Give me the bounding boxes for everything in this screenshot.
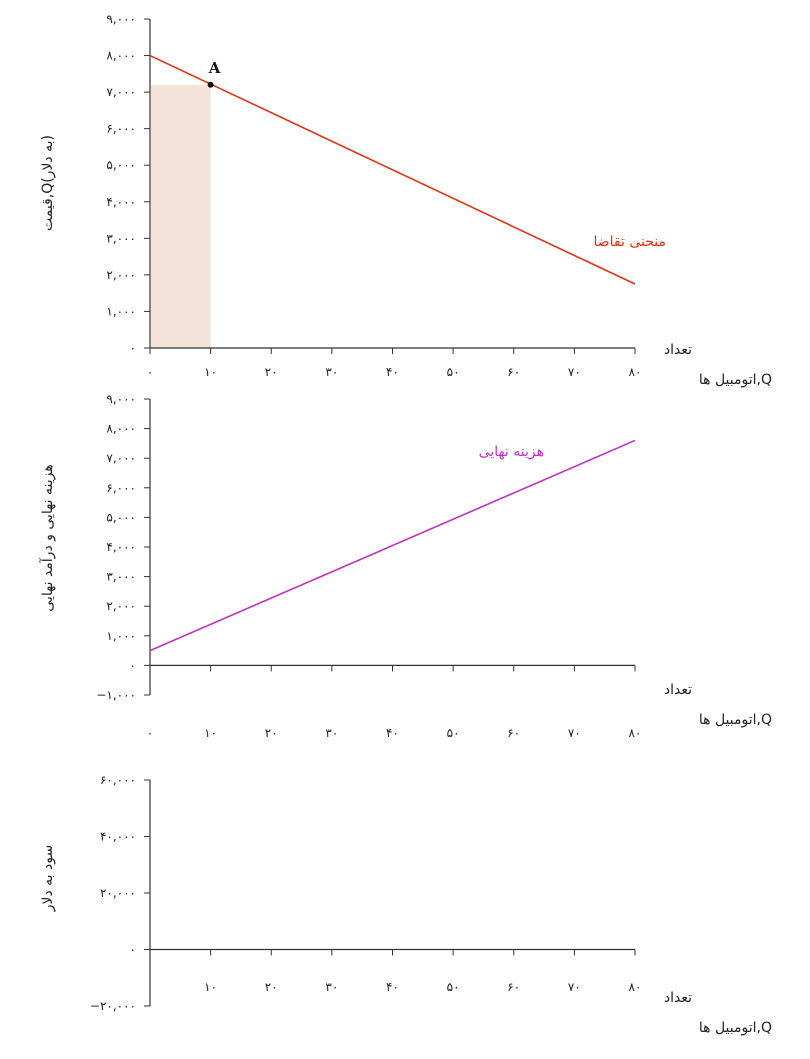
y-tick-label: ۶۰,۰۰۰ bbox=[100, 773, 136, 787]
marginal-cost-line bbox=[149, 439, 636, 652]
x-tick-label: ۲۰ bbox=[265, 365, 278, 379]
x-tick-label: ۵۰ bbox=[447, 980, 460, 994]
y-tick-label: ۲۰,۰۰۰ bbox=[100, 886, 136, 900]
y-tick-label: ۰ bbox=[130, 658, 136, 672]
y-tick-label: ۳,۰۰۰ bbox=[106, 570, 136, 584]
y-axis-title: قیمت,Q(به دلار) bbox=[40, 135, 56, 231]
x-tick-label: ۶۰ bbox=[507, 365, 520, 379]
x-tick-label: ۸۰ bbox=[629, 980, 642, 994]
x-tick-label: ۲۰ bbox=[265, 726, 278, 740]
y-axis-title: هزینه نهایی و درآمد نهایی bbox=[39, 464, 56, 611]
x-axis-title-line2: اتومبیل ها,Q bbox=[699, 1020, 772, 1036]
y-tick-label: ۱,۰۰۰ bbox=[106, 304, 136, 318]
y-tick-label: ۰ bbox=[130, 943, 136, 957]
x-tick-label: ۰ bbox=[147, 726, 153, 740]
x-tick-label: ۱۰ bbox=[204, 365, 217, 379]
x-tick-label: ۵۰ bbox=[447, 726, 460, 740]
y-tick-label: ۷,۰۰۰ bbox=[106, 451, 136, 465]
y-tick-label: ۷,۰۰۰ bbox=[106, 85, 136, 99]
y-tick-label: ۸,۰۰۰ bbox=[106, 422, 136, 436]
x-tick-label: ۴۰ bbox=[386, 726, 399, 740]
x-tick-label: ۷۰ bbox=[568, 726, 581, 740]
x-tick-label: ۷۰ bbox=[568, 365, 581, 379]
x-tick-label: ۲۰ bbox=[265, 980, 278, 994]
x-tick-label: ۱۰ bbox=[204, 980, 217, 994]
y-tick-label: ۴۰,۰۰۰ bbox=[100, 830, 136, 844]
y-tick-label: ۶,۰۰۰ bbox=[106, 481, 136, 495]
x-axis-title-line2: اتومبیل ها,Q bbox=[699, 712, 772, 728]
y-tick-label: −۱,۰۰۰ bbox=[96, 688, 136, 702]
demand-curve-line bbox=[149, 54, 636, 285]
y-axis-title: سود به دلار bbox=[40, 845, 56, 912]
y-tick-label: ۰ bbox=[130, 341, 136, 355]
x-tick-label: ۶۰ bbox=[507, 980, 520, 994]
y-tick-label: ۵,۰۰۰ bbox=[106, 158, 136, 172]
x-tick-label: ۳۰ bbox=[325, 980, 338, 994]
demand-curve-label: منحنی تقاضا bbox=[593, 234, 666, 250]
point-a-label: A bbox=[208, 59, 221, 77]
y-tick-label: ۹,۰۰۰ bbox=[106, 12, 136, 26]
y-tick-label: ۵,۰۰۰ bbox=[106, 510, 136, 524]
y-tick-label: ۴,۰۰۰ bbox=[106, 540, 136, 554]
x-axis-title-line1: تعداد bbox=[664, 990, 692, 1006]
y-tick-label: ۸,۰۰۰ bbox=[106, 49, 136, 63]
y-tick-label: ۶,۰۰۰ bbox=[106, 122, 136, 136]
x-tick-label: ۴۰ bbox=[386, 980, 399, 994]
y-tick-label: ۹,۰۰۰ bbox=[106, 392, 136, 406]
x-tick-label: ۳۰ bbox=[325, 726, 338, 740]
y-tick-label: ۱,۰۰۰ bbox=[106, 629, 136, 643]
x-tick-label: ۳۰ bbox=[325, 365, 338, 379]
y-tick-label: −۲۰,۰۰۰ bbox=[90, 999, 136, 1013]
x-tick-label: ۷۰ bbox=[568, 980, 581, 994]
x-axis-title-line1: تعداد bbox=[664, 682, 692, 698]
x-tick-label: ۴۰ bbox=[386, 365, 399, 379]
y-tick-label: ۴,۰۰۰ bbox=[106, 195, 136, 209]
x-axis-title-line1: تعداد bbox=[664, 342, 692, 358]
x-axis-title-line2: اتومبیل ها,Q bbox=[699, 372, 772, 388]
x-tick-label: ۸۰ bbox=[629, 365, 642, 379]
x-tick-label: ۸۰ bbox=[629, 726, 642, 740]
marginal-cost-label: هزینه نهایی bbox=[479, 444, 544, 460]
x-tick-label: ۰ bbox=[147, 365, 153, 379]
x-tick-label: ۶۰ bbox=[507, 726, 520, 740]
x-tick-label: ۱۰ bbox=[204, 726, 217, 740]
y-tick-label: ۲,۰۰۰ bbox=[106, 599, 136, 613]
x-tick-label: ۵۰ bbox=[447, 365, 460, 379]
point-a-marker bbox=[207, 81, 214, 88]
y-tick-label: ۲,۰۰۰ bbox=[106, 268, 136, 282]
y-tick-label: ۳,۰۰۰ bbox=[106, 231, 136, 245]
revenue-shaded-area bbox=[151, 84, 211, 349]
